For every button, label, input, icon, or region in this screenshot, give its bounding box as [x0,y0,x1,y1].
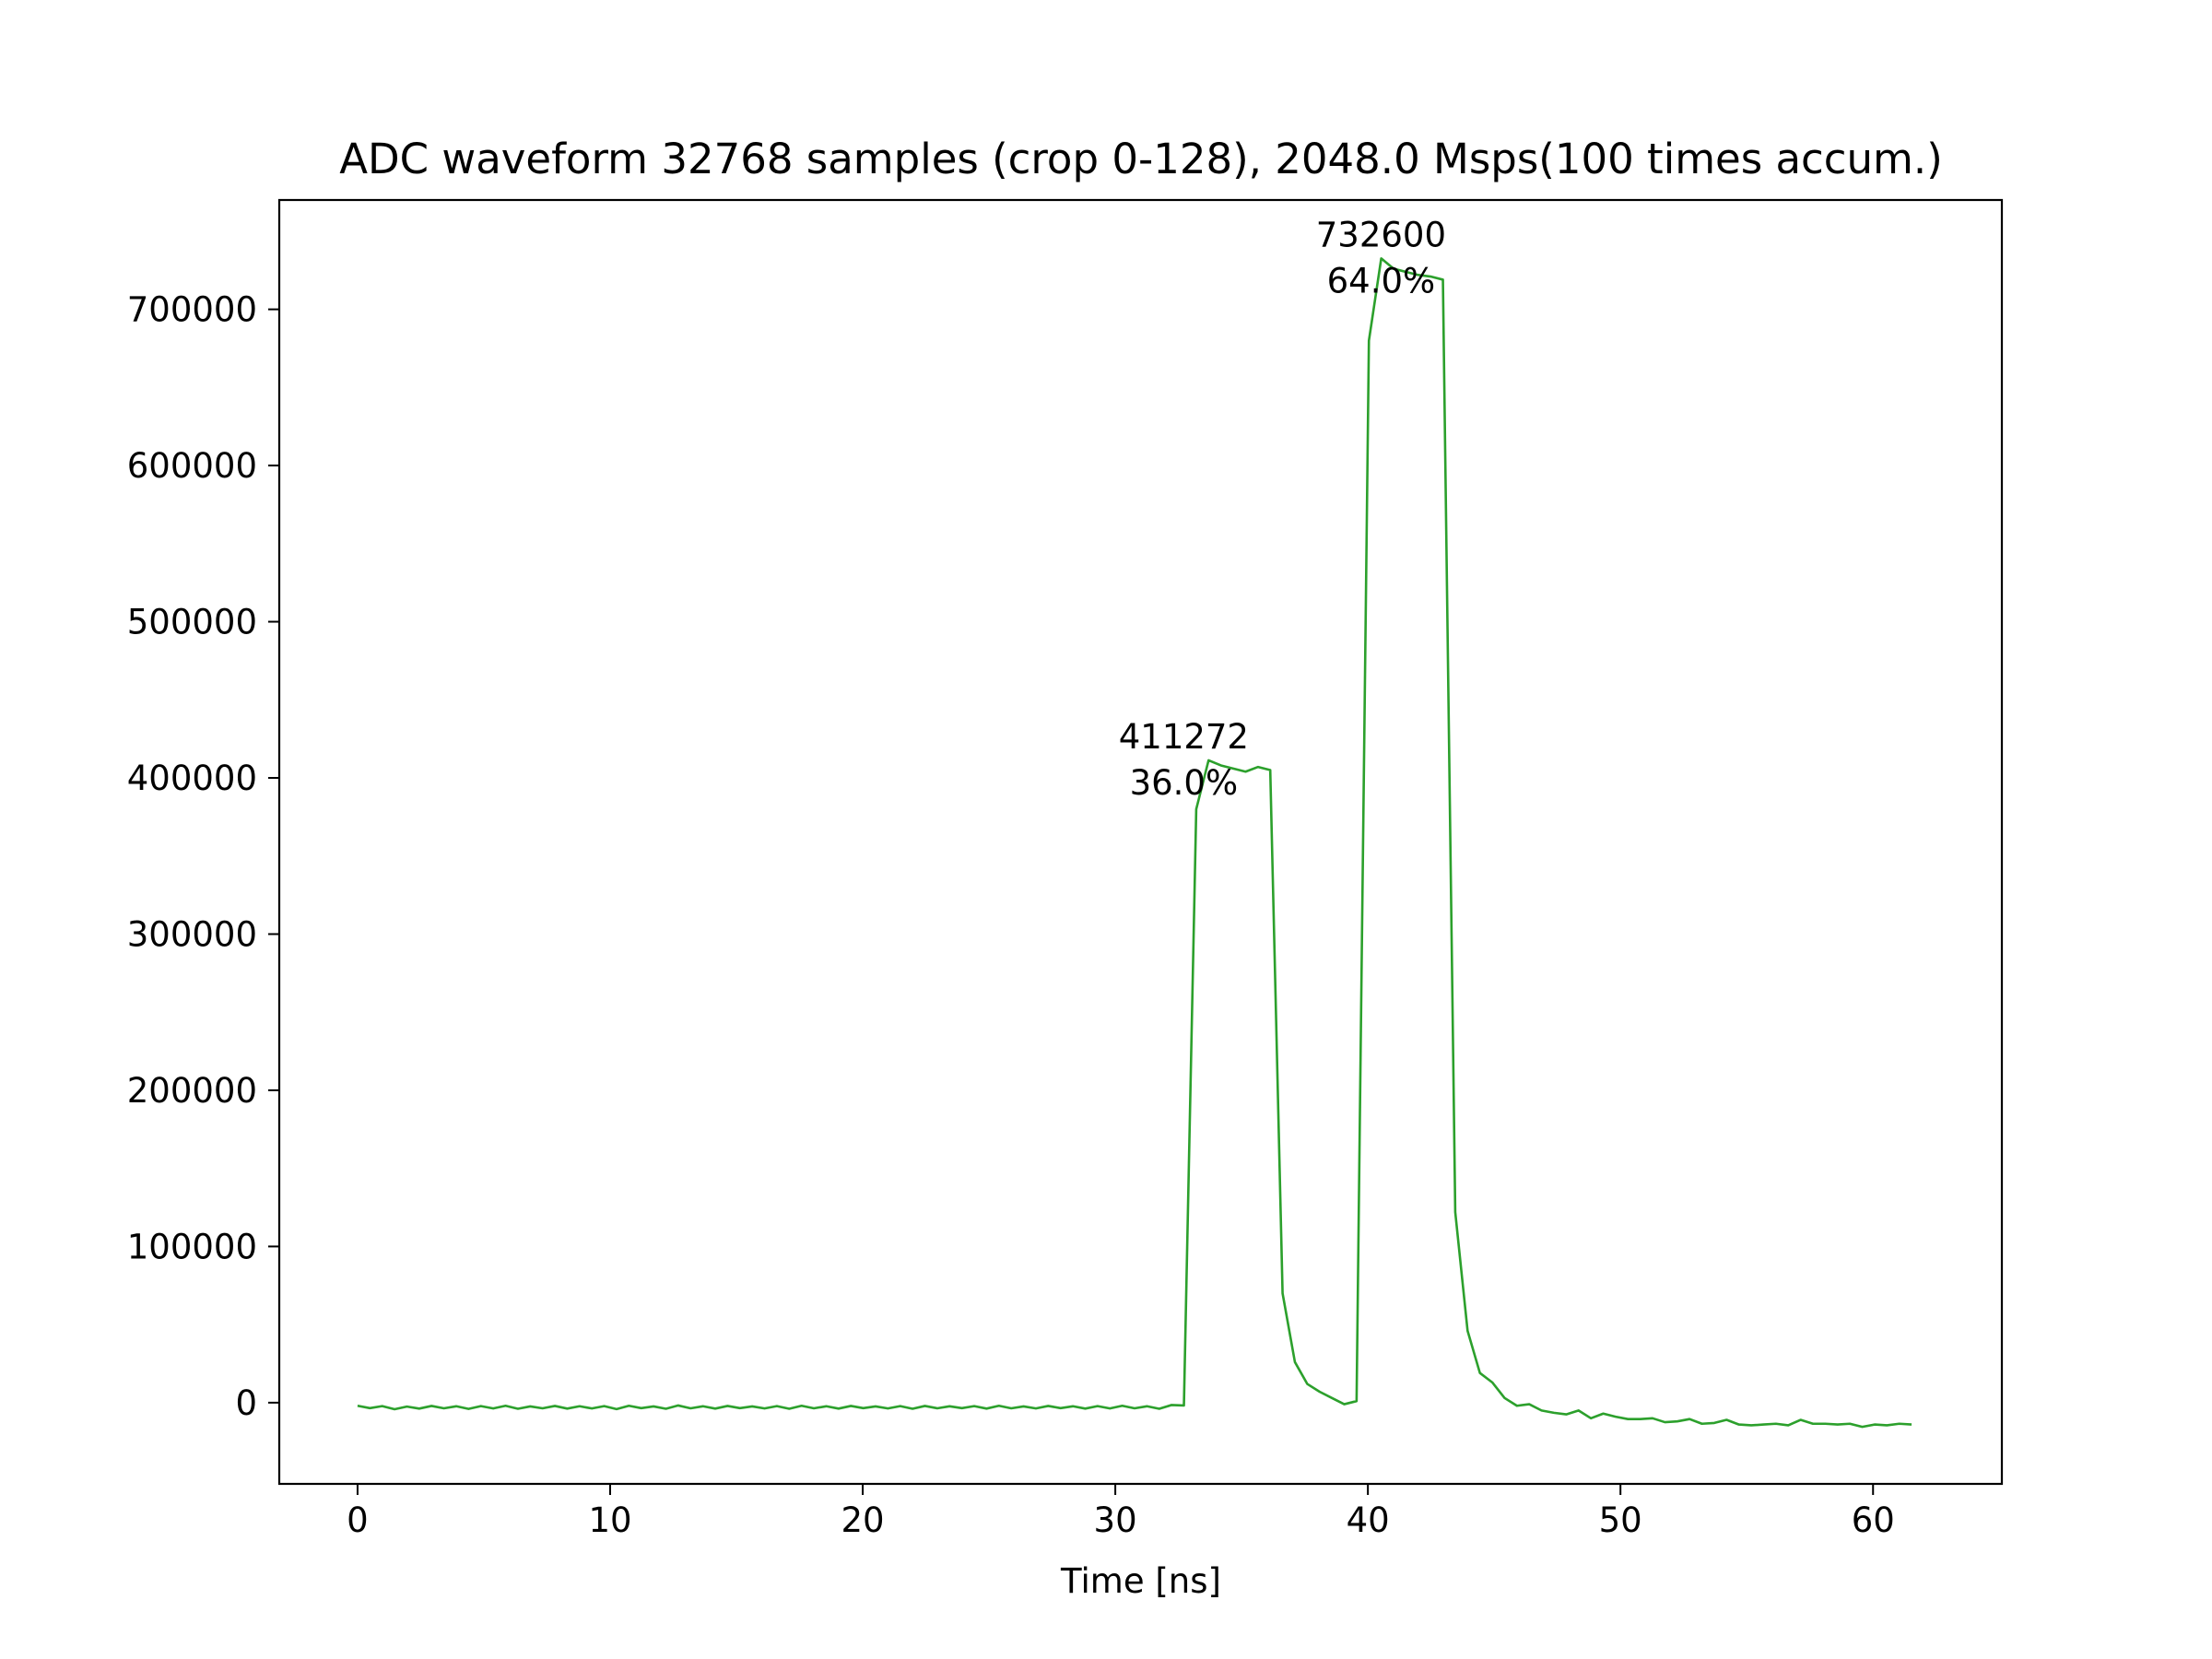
x-axis-ticks: 0 10 20 30 40 50 60 [347,1484,1895,1540]
x-tick-label: 40 [1347,1500,1390,1540]
y-tick-label: 400000 [127,759,257,798]
x-axis-label: Time [ns] [1060,1561,1221,1601]
peak-percent-label: 64.0% [1327,261,1436,300]
plot-area [277,198,2004,1486]
x-tick-label: 50 [1599,1500,1642,1540]
y-axis-ticks: 0 100000 200000 300000 400000 500000 600000 700… [127,290,279,1423]
plot-frame [277,198,2004,1486]
x-tick-label: 30 [1094,1500,1137,1540]
peak-percent-label: 36.0% [1130,763,1239,803]
series-line-0 [357,257,1912,1429]
y-tick-label: 700000 [127,290,257,330]
y-tick-label: 500000 [127,603,257,642]
chart-title: ADC waveform 32768 samples (crop 0-128),… [339,135,1943,183]
y-tick-label: 200000 [127,1071,257,1111]
y-tick-label: 100000 [127,1227,257,1266]
y-tick-label: 0 [235,1383,257,1423]
x-tick-label: 0 [347,1500,369,1540]
x-tick-label: 60 [1852,1500,1895,1540]
peak-value-label: 732600 [1316,215,1446,254]
y-tick-label: 600000 [127,446,257,486]
annotations: 411272 36.0% 732600 64.0% [1119,215,1446,803]
peak-value-label: 411272 [1119,717,1249,757]
x-tick-label: 10 [588,1500,631,1540]
y-tick-label: 300000 [127,914,257,954]
x-tick-label: 20 [841,1500,885,1540]
